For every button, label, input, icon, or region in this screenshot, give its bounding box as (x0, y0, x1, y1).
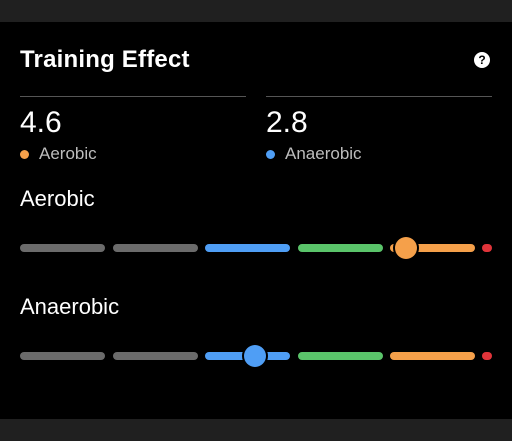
anaerobic-label: Anaerobic (285, 144, 362, 163)
aerobic-label: Aerobic (39, 144, 97, 163)
help-icon[interactable]: ? (474, 52, 490, 68)
aerobic-dot-icon (20, 149, 29, 159)
anaerobic-section-title: Anaerobic (20, 294, 120, 319)
gauge-zone-segment (20, 352, 105, 360)
gauge-zone-segment (390, 244, 475, 252)
gauge-marker (244, 345, 267, 367)
gauge-zone-segment (482, 352, 492, 360)
divider-aerobic (20, 96, 246, 97)
card-title: Training Effect (20, 46, 190, 73)
gauge-zone-segment (390, 352, 475, 360)
anaerobic-gauge (20, 344, 492, 368)
divider-anaerobic (266, 96, 492, 97)
anaerobic-stat-label: Anaerobic (266, 144, 362, 164)
gauge-zone-segment (20, 244, 105, 252)
aerobic-stat-label: Aerobic (20, 144, 97, 164)
gauge-marker (395, 237, 418, 259)
anaerobic-dot-icon (266, 149, 275, 159)
gauge-zone-segment (205, 244, 290, 252)
gauge-zone-segment (482, 244, 492, 252)
aerobic-value: 4.6 (20, 106, 62, 139)
aerobic-gauge (20, 236, 492, 260)
gauge-zone-segment (113, 244, 198, 252)
anaerobic-value: 2.8 (266, 106, 308, 139)
training-effect-card: Training Effect ? 4.6 Aerobic 2.8 Anaero… (0, 22, 512, 419)
gauge-zone-segment (298, 352, 383, 360)
gauge-zone-segment (113, 352, 198, 360)
aerobic-section-title: Aerobic (20, 186, 95, 211)
gauge-zone-segment (298, 244, 383, 252)
